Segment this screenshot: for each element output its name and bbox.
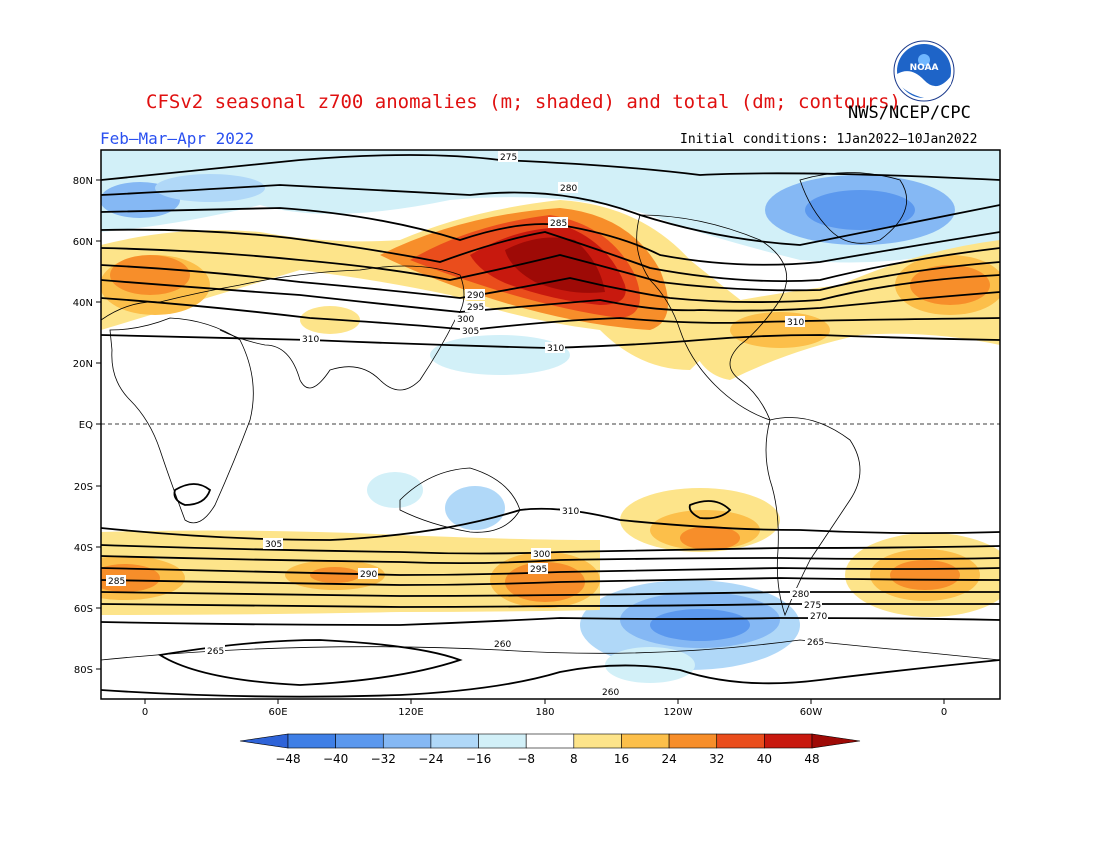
colorbar-segment	[764, 733, 813, 749]
colorbar-segment	[287, 733, 336, 749]
colorbar-segment	[621, 733, 670, 749]
contour-label: 310	[787, 318, 804, 328]
contour-label: 285	[108, 577, 125, 587]
lat-label: 40N	[73, 298, 93, 309]
colorbar-tick-label: −16	[466, 752, 491, 766]
colorbar-segment	[382, 733, 432, 749]
contour-label: 310	[302, 335, 319, 345]
lat-label: 40S	[74, 543, 93, 554]
colorbar-tick-label: 24	[661, 752, 676, 766]
colorbar-tick-label: 32	[709, 752, 724, 766]
contour-label: 260	[602, 688, 619, 698]
height-contours	[101, 154, 1000, 698]
lon-label: 60E	[268, 707, 287, 718]
lat-label: 20N	[73, 359, 93, 370]
greenland-coast	[799, 172, 908, 244]
chart-title: CFSv2 seasonal z700 anomalies (m; shaded…	[146, 91, 901, 113]
colorbar-tick-label: 48	[804, 752, 819, 766]
lon-label: 180	[535, 707, 554, 718]
contour-label: 285	[550, 219, 567, 229]
contour-label: 305	[265, 540, 282, 550]
lon-label: 0	[142, 707, 148, 718]
colorbar-segment	[668, 733, 718, 749]
colorbar-segment	[716, 733, 765, 749]
contour-label: 305	[462, 327, 479, 337]
colorbar-segment	[239, 733, 289, 749]
contour-labels: 275 280 285 290 295 300 305 310 310 310 …	[106, 151, 828, 698]
lon-label: 0	[941, 707, 947, 718]
contour-label: 280	[792, 590, 809, 600]
neg-anomaly-indian-ocean	[367, 472, 423, 508]
contour-label: 280	[560, 184, 577, 194]
neg-anomaly-pacific-20n	[430, 335, 570, 375]
colorbar-segment	[430, 733, 479, 749]
colorbar: −48 −40 −32 −24 −16 −8 8 16 24 32 40 48	[239, 733, 861, 766]
africa-coast	[109, 317, 254, 524]
lat-label: 60N	[73, 237, 93, 248]
lat-label: 20S	[74, 482, 93, 493]
contour-label: 275	[500, 153, 517, 163]
neg-anomaly-arctic	[101, 150, 1000, 263]
south-america-coast	[765, 417, 861, 617]
longitude-axis: 0 60E 120E 180 120W 60W 0	[142, 699, 947, 718]
contour-label: 300	[457, 315, 474, 325]
agency-label: NWS/NCEP/CPC	[848, 103, 971, 123]
contour-label: 295	[530, 565, 547, 575]
colorbar-segment	[811, 733, 861, 749]
colorbar-segment	[525, 733, 575, 749]
latitude-axis: 80N 60N 40N 20N EQ 20S 40S 60S 80S	[73, 176, 101, 676]
colorbar-tick-label: 16	[614, 752, 629, 766]
initial-conditions: Initial conditions: 1Jan2022–10Jan2022	[680, 132, 978, 147]
lon-label: 60W	[800, 707, 823, 718]
noaa-logo: NOAA	[893, 40, 955, 102]
antarctica-coast	[101, 639, 1000, 661]
colorbar-tick-label: −40	[323, 752, 348, 766]
colorbar-tick-label: −32	[371, 752, 396, 766]
lat-label: 80N	[73, 176, 93, 187]
colorbar-tick-label: −48	[275, 752, 300, 766]
north-america-coast	[636, 214, 788, 421]
contour-label: 270	[810, 612, 827, 622]
contour-label: 300	[533, 550, 550, 560]
neg-anomaly-australia	[445, 486, 505, 530]
coastlines	[101, 172, 1000, 661]
logo-text: NOAA	[910, 63, 939, 73]
eurasia-coast	[101, 265, 465, 391]
colorbar-segment	[573, 733, 622, 749]
colorbar-tick-label: −24	[418, 752, 443, 766]
contour-label: 265	[207, 647, 224, 657]
contour-label: 290	[360, 570, 377, 580]
lon-label: 120E	[398, 707, 423, 718]
lat-label: 60S	[74, 604, 93, 615]
contour-label: 275	[804, 601, 821, 611]
anomaly-shading	[101, 150, 1000, 699]
contour-label: 290	[467, 291, 484, 301]
forecast-period: Feb–Mar–Apr 2022	[100, 129, 255, 148]
contour-label: 260	[494, 640, 511, 650]
lat-label: EQ	[79, 420, 93, 431]
contour-label: 310	[562, 507, 579, 517]
contour-label: 265	[807, 638, 824, 648]
lon-label: 120W	[664, 707, 693, 718]
contour-label: 295	[467, 303, 484, 313]
lat-label: 80S	[74, 665, 93, 676]
colorbar-tick-label: −8	[517, 752, 535, 766]
contour-label: 310	[547, 344, 564, 354]
colorbar-tick-label: 8	[570, 752, 578, 766]
colorbar-tick-label: 40	[757, 752, 772, 766]
colorbar-segment	[335, 733, 384, 749]
colorbar-segment	[478, 733, 527, 749]
